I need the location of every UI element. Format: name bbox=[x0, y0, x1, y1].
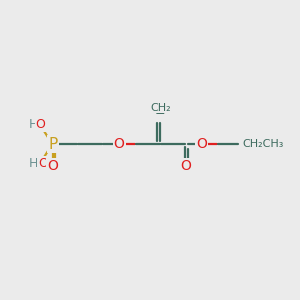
Text: O: O bbox=[114, 137, 124, 151]
Text: H: H bbox=[28, 118, 38, 131]
Text: O: O bbox=[180, 159, 191, 173]
Text: O: O bbox=[47, 159, 58, 173]
Text: O: O bbox=[38, 157, 48, 170]
Text: P: P bbox=[48, 136, 58, 152]
Text: ·: · bbox=[36, 154, 40, 169]
Text: =: = bbox=[155, 106, 166, 119]
Text: CH₂CH₃: CH₂CH₃ bbox=[242, 139, 284, 149]
Text: O: O bbox=[35, 118, 45, 131]
Text: O: O bbox=[196, 137, 207, 151]
Text: H: H bbox=[28, 157, 38, 170]
Text: CH₂: CH₂ bbox=[151, 103, 171, 112]
